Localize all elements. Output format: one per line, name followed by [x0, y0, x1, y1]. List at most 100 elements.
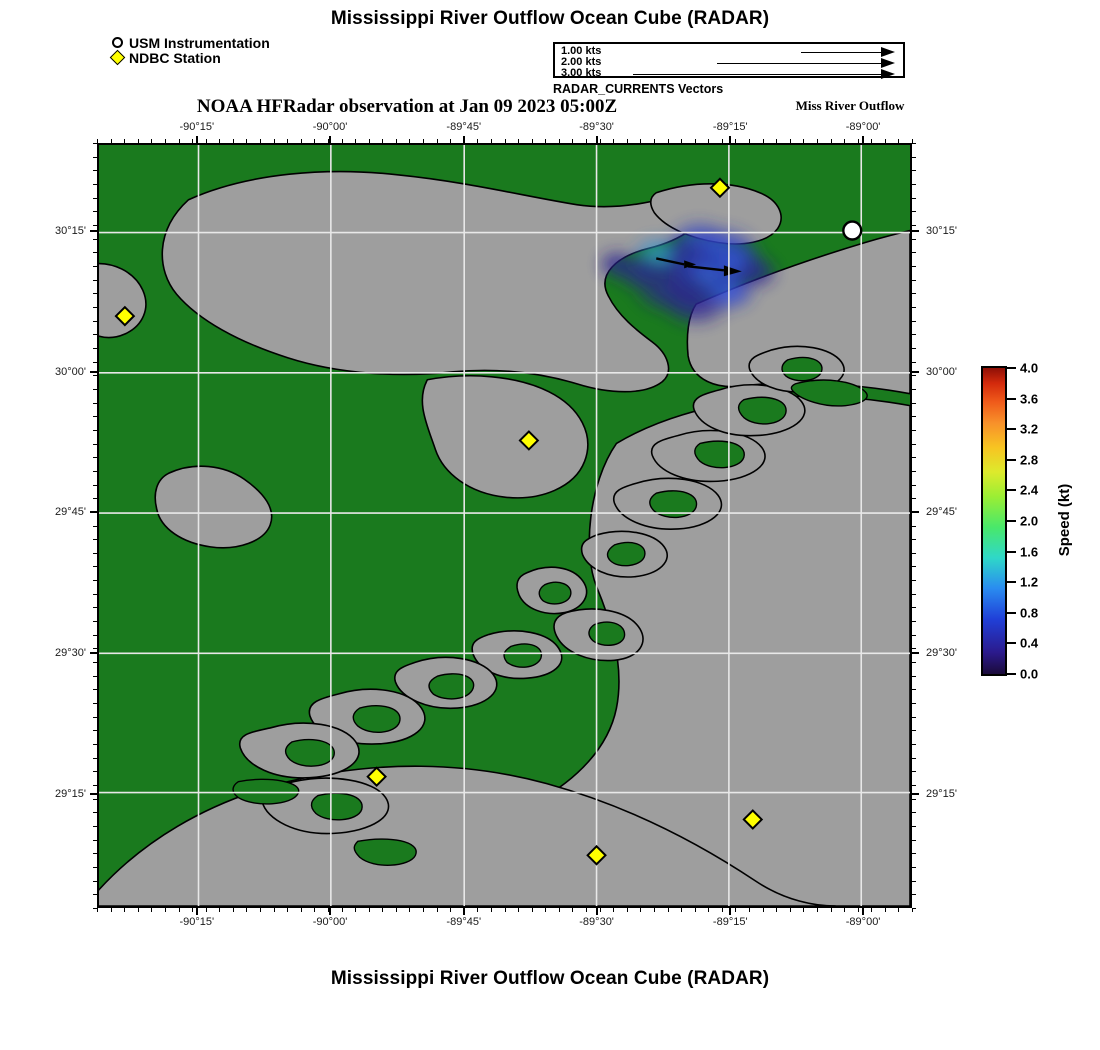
- ndbc-station-marker[interactable]: [366, 766, 387, 788]
- x-axis-minor-tick-11: [246, 139, 248, 143]
- y-axis-major-tick-right-0: [912, 229, 919, 232]
- y-axis-minor-tick-right-18: [912, 388, 916, 390]
- ndbc-station-marker[interactable]: [518, 430, 540, 451]
- ndbc-station-marker[interactable]: [742, 809, 764, 830]
- y-axis-minor-tick-right-46: [912, 771, 916, 773]
- x-axis-tick-label-top-5: -89°00': [845, 121, 881, 133]
- y-axis-minor-tick-right-32: [912, 580, 916, 582]
- y-axis-minor-tick-right-12: [912, 306, 916, 308]
- x-axis-minor-tick-bottom-35: [572, 908, 574, 912]
- y-axis-major-tick-right-1: [912, 370, 919, 373]
- colorbar-tick-label-6: 1.6: [1020, 544, 1039, 560]
- colorbar-tick-4: [1007, 489, 1016, 492]
- ndbc-station-marker[interactable]: [114, 305, 136, 327]
- x-axis-minor-tick-bottom-51: [789, 908, 791, 912]
- usm-instrumentation-marker[interactable]: [842, 220, 863, 241]
- x-axis-tick-label-bottom-1: -90°00': [312, 916, 348, 928]
- x-axis-minor-tick-bottom-25: [436, 908, 438, 912]
- vector-arrowhead-3: [881, 69, 895, 79]
- y-axis-minor-tick-left-16: [93, 361, 97, 363]
- y-axis-minor-tick-right-6: [912, 224, 916, 226]
- vector-key-row-2: 2.00 kts: [555, 56, 903, 69]
- x-axis-minor-tick-bottom-28: [477, 908, 479, 912]
- y-axis-minor-tick-left-19: [93, 402, 97, 404]
- ndbc-station-marker[interactable]: [709, 177, 731, 199]
- y-axis-minor-tick-right-31: [912, 566, 916, 568]
- diamond-marker-icon: [109, 49, 126, 66]
- y-axis-minor-tick-right-53: [912, 867, 916, 869]
- colorbar-gradient: [981, 366, 1007, 676]
- x-axis-minor-tick-bottom-0: [97, 908, 98, 912]
- x-axis-major-tick-top-0: [195, 136, 198, 143]
- x-axis-minor-tick-21: [382, 139, 384, 143]
- y-axis-minor-tick-right-7: [912, 238, 916, 240]
- x-axis-minor-tick-16: [314, 139, 316, 143]
- y-axis-minor-tick-left-53: [93, 867, 97, 869]
- y-axis-minor-tick-left-32: [93, 580, 97, 582]
- x-axis-minor-tick-10: [232, 139, 234, 143]
- ndbc-station-marker[interactable]: [586, 844, 607, 866]
- x-axis-minor-tick-5: [164, 139, 166, 143]
- y-axis-minor-tick-left-18: [93, 388, 97, 390]
- map-canvas[interactable]: [99, 145, 910, 906]
- vector-key-row-1: 1.00 kts: [555, 45, 903, 58]
- x-axis-minor-tick-bottom-30: [504, 908, 506, 912]
- y-axis-minor-tick-right-54: [912, 880, 916, 882]
- y-axis-minor-tick-left-24: [93, 470, 97, 472]
- station-markers[interactable]: [114, 177, 863, 866]
- x-axis-minor-tick-0: [97, 139, 98, 143]
- y-axis-minor-tick-left-12: [93, 306, 97, 308]
- x-axis-minor-tick-bottom-59: [898, 908, 900, 912]
- x-axis-minor-tick-bottom-47: [735, 908, 737, 912]
- vector-key-label-2: 2.00 kts: [561, 56, 602, 68]
- x-axis-minor-tick-35: [572, 139, 574, 143]
- vector-shaft-2: [717, 63, 881, 64]
- x-axis-minor-tick-38: [613, 139, 615, 143]
- x-axis-tick-label-bottom-0: -90°15': [179, 916, 215, 928]
- x-axis-minor-tick-bottom-31: [518, 908, 520, 912]
- y-axis-major-tick-left-1: [90, 370, 97, 373]
- speed-field-patch: [596, 218, 780, 329]
- x-axis-minor-tick-60: [912, 139, 913, 143]
- y-axis-minor-tick-left-33: [93, 593, 97, 595]
- x-axis-minor-tick-bottom-57: [871, 908, 873, 912]
- x-axis-major-tick-bottom-3: [595, 908, 598, 915]
- map-plot-area[interactable]: [97, 143, 912, 908]
- x-axis-minor-tick-44: [694, 139, 696, 143]
- y-axis-minor-tick-left-35: [93, 621, 97, 623]
- y-axis-minor-tick-right-34: [912, 607, 916, 609]
- y-axis-minor-tick-right-19: [912, 402, 916, 404]
- x-axis-minor-tick-43: [681, 139, 683, 143]
- x-axis-minor-tick-23: [409, 139, 411, 143]
- x-axis-minor-tick-42: [667, 139, 669, 143]
- x-axis-minor-tick-47: [735, 139, 737, 143]
- y-axis-minor-tick-left-37: [93, 648, 97, 650]
- y-axis-minor-tick-left-26: [93, 498, 97, 500]
- y-axis-minor-tick-right-3: [912, 183, 916, 185]
- y-axis-minor-tick-right-56: [912, 908, 916, 909]
- x-axis-minor-tick-bottom-17: [327, 908, 329, 912]
- x-axis-minor-tick-bottom-7: [192, 908, 194, 912]
- y-axis-minor-tick-left-6: [93, 224, 97, 226]
- x-axis-tick-label-top-1: -90°00': [312, 121, 348, 133]
- x-axis-minor-tick-22: [395, 139, 397, 143]
- y-axis-minor-tick-right-5: [912, 211, 916, 213]
- x-axis-minor-tick-bottom-55: [844, 908, 846, 912]
- x-axis-minor-tick-bottom-54: [830, 908, 832, 912]
- y-axis-tick-label-right-0: 30°15': [926, 224, 957, 237]
- x-axis-minor-tick-bottom-4: [151, 908, 153, 912]
- x-axis-minor-tick-31: [518, 139, 520, 143]
- x-axis-minor-tick-bottom-9: [219, 908, 221, 912]
- y-axis-major-tick-left-3: [90, 652, 97, 655]
- y-axis-minor-tick-left-29: [93, 539, 97, 541]
- colorbar-tick-5: [1007, 520, 1016, 522]
- y-axis-minor-tick-right-22: [912, 443, 916, 445]
- x-axis-minor-tick-49: [762, 139, 764, 143]
- y-axis-minor-tick-right-37: [912, 648, 916, 650]
- x-axis-minor-tick-3: [137, 139, 139, 143]
- dataset-name-label: Miss River Outflow: [795, 98, 905, 113]
- y-axis-minor-tick-left-3: [93, 183, 97, 185]
- x-axis-minor-tick-15: [300, 139, 302, 143]
- y-axis-minor-tick-right-11: [912, 293, 916, 295]
- map-gridlines: [99, 145, 910, 906]
